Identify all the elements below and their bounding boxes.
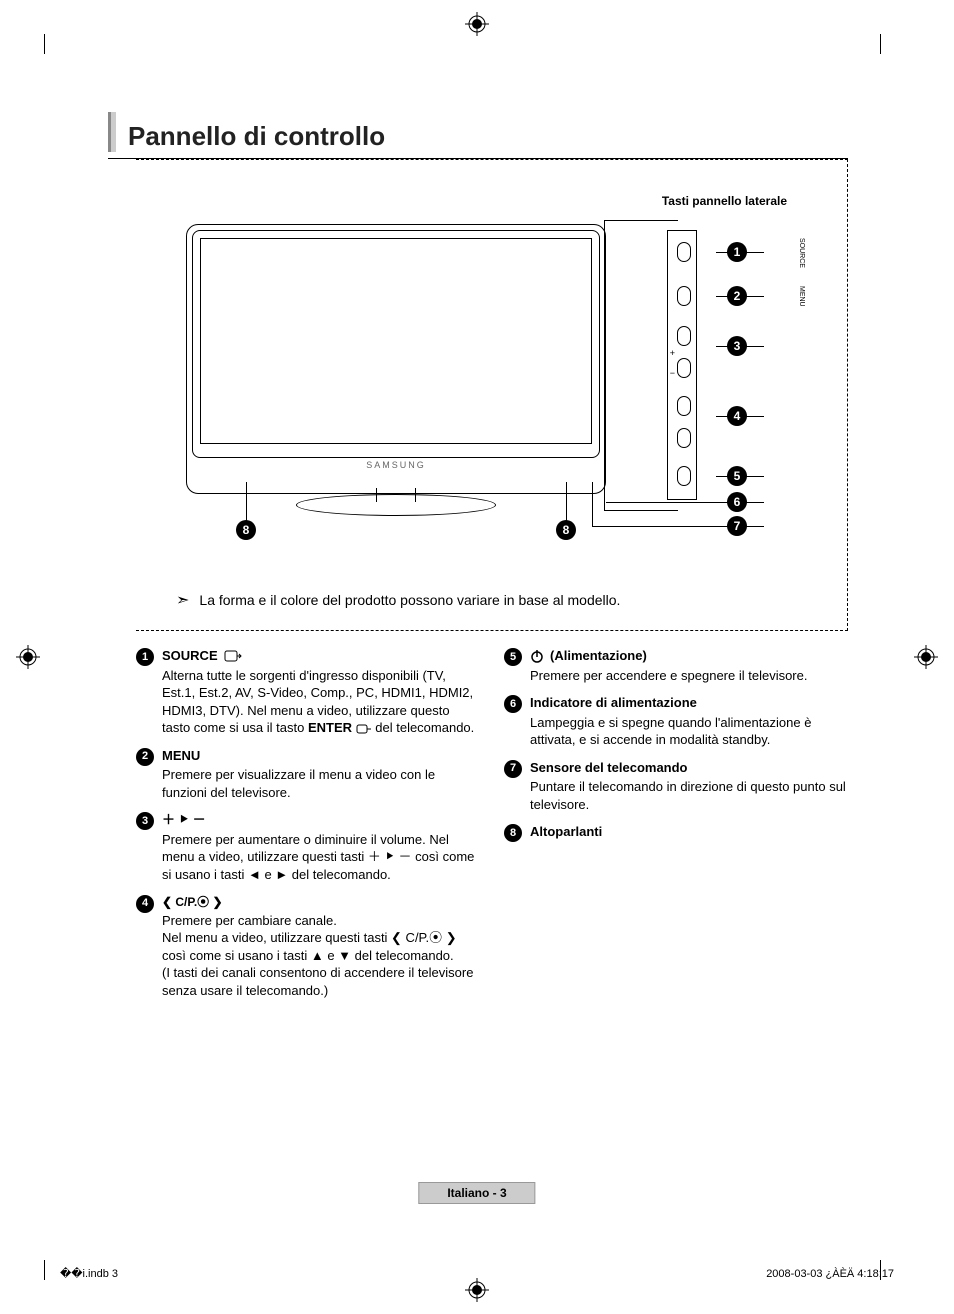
callout-badge: 3 (727, 336, 747, 356)
vol-up-button-icon (677, 326, 691, 346)
item-desc: Puntare il telecomando in direzione di q… (530, 778, 848, 813)
power-button-icon (677, 466, 691, 486)
footer-filename: ��i.indb 3 (60, 1267, 118, 1280)
item-number: 1 (136, 648, 154, 666)
diagram-line (604, 220, 678, 510)
menu-button-icon (677, 286, 691, 306)
item-speakers: 8 Altoparlanti (504, 823, 848, 842)
item-channel: 4 ❮ C/P.⦿ ❯ Premere per cambiare canale.… (136, 894, 480, 1000)
diagram-note: La forma e il colore del prodotto posson… (199, 592, 620, 608)
registration-mark-icon (465, 1278, 489, 1302)
item-power-indicator: 6 Indicatore di alimentazione Lampeggia … (504, 694, 848, 749)
item-title: (Alimentazione) (550, 647, 647, 665)
item-number: 6 (504, 695, 522, 713)
ch-down-button-icon (677, 428, 691, 448)
enter-icon (224, 650, 242, 662)
diagram-line (604, 510, 678, 511)
right-column: 5 (Alimentazione) Premere per accendere … (504, 647, 848, 1009)
crop-mark (44, 34, 45, 54)
footer-timestamp: 2008-03-03 ¿ÀÈÄ 4:18:17 (766, 1268, 894, 1280)
callout-badge: 2 (727, 286, 747, 306)
item-desc: Premere per accendere e spegnere il tele… (530, 667, 848, 685)
tv-screen (200, 238, 592, 444)
callout-badge: 1 (727, 242, 747, 262)
callout-badge: 8 (556, 520, 576, 540)
registration-mark-icon (914, 645, 938, 669)
item-number: 4 (136, 895, 154, 913)
enter-icon (356, 724, 372, 734)
side-btn-label: SOURCE (798, 238, 805, 268)
diagram-box: Tasti pannello laterale SAMSUNG SOURCE M… (136, 159, 848, 631)
item-source: 1 SOURCE Alterna tutte le sorgenti d'ing… (136, 647, 480, 737)
item-desc: Premere per aumentare o diminuire il vol… (162, 831, 480, 884)
side-panel-label: Tasti pannello laterale (662, 194, 787, 208)
callout-badge: 7 (727, 516, 747, 536)
source-button-icon (677, 242, 691, 262)
callout-badge: 6 (727, 492, 747, 512)
item-volume: 3 ＋ ⯈ － Premere per aumentare o diminuir… (136, 811, 480, 883)
item-desc: Premere per cambiare canale. Nel menu a … (162, 912, 480, 1000)
crop-mark (880, 34, 881, 54)
side-btn-label: MENU (798, 286, 805, 307)
item-number: 7 (504, 760, 522, 778)
volume-icon: ＋ ⯈ － (162, 811, 206, 829)
item-power: 5 (Alimentazione) Premere per accendere … (504, 647, 848, 684)
item-menu: 2 MENU Premere per visualizzare il menu … (136, 747, 480, 802)
page-title: Pannello di controllo (128, 121, 385, 152)
item-number: 2 (136, 748, 154, 766)
left-column: 1 SOURCE Alterna tutte le sorgenti d'ing… (136, 647, 480, 1009)
callout-badge: 4 (727, 406, 747, 426)
callout-badge: 5 (727, 466, 747, 486)
tv-stand (296, 494, 496, 516)
item-remote-sensor: 7 Sensore del telecomando Puntare il tel… (504, 759, 848, 814)
description-columns: 1 SOURCE Alterna tutte le sorgenti d'ing… (136, 647, 848, 1009)
power-icon (530, 649, 544, 663)
registration-mark-icon (465, 12, 489, 36)
callout-badge: 8 (236, 520, 256, 540)
title-accent-bar (108, 112, 116, 152)
item-title: MENU (162, 747, 200, 765)
tv-logo: SAMSUNG (366, 460, 426, 470)
item-number: 3 (136, 812, 154, 830)
item-title: Altoparlanti (530, 823, 602, 841)
page-number-badge: Italiano - 3 (418, 1182, 535, 1204)
crop-mark (44, 1260, 45, 1280)
tv-diagram: Tasti pannello laterale SAMSUNG SOURCE M… (156, 200, 827, 560)
item-title: SOURCE (162, 647, 218, 665)
registration-mark-icon (16, 645, 40, 669)
ch-up-button-icon (677, 396, 691, 416)
item-title: Indicatore di alimentazione (530, 694, 697, 712)
item-title: Sensore del telecomando (530, 759, 688, 777)
item-number: 8 (504, 824, 522, 842)
item-desc: Premere per visualizzare il menu a video… (162, 766, 480, 801)
item-desc: Alterna tutte le sorgenti d'ingresso dis… (162, 667, 480, 737)
item-number: 5 (504, 648, 522, 666)
diagram-line (592, 482, 593, 526)
channel-icon: ❮ C/P.⦿ ❯ (162, 894, 223, 910)
item-desc: Lampeggia e si spegne quando l'alimentaz… (530, 714, 848, 749)
note-arrow-icon: ➣ (176, 590, 189, 610)
vol-down-button-icon (677, 358, 691, 378)
